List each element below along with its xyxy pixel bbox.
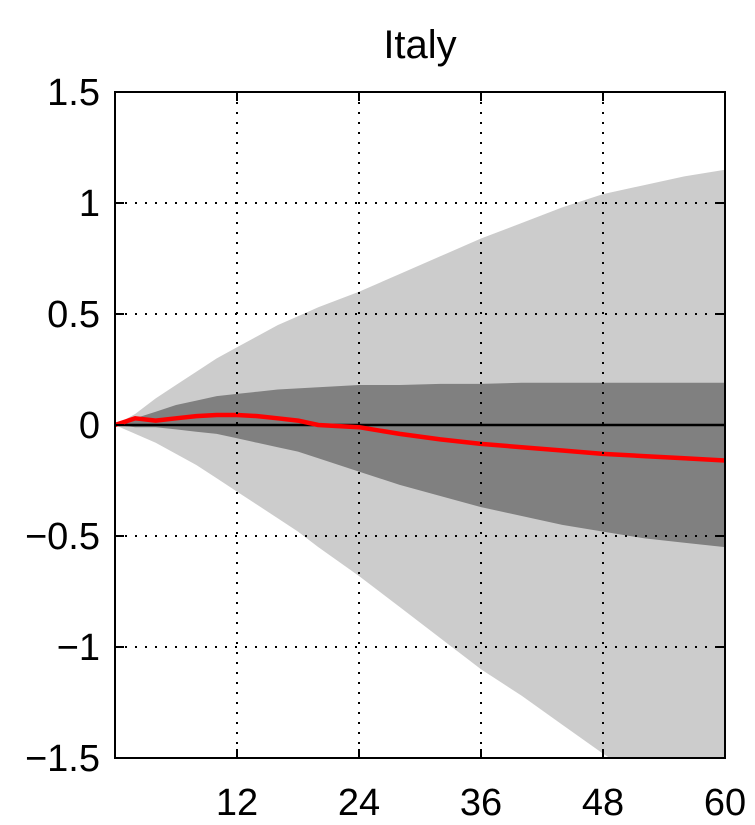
y-tick-label: −1: [57, 627, 100, 669]
chart-title: Italy: [383, 23, 456, 67]
x-tick-label: 60: [704, 782, 746, 824]
x-tick-label: 24: [338, 782, 380, 824]
x-tick-label: 48: [582, 782, 624, 824]
median-line: [115, 412, 725, 463]
y-tick-label: −1.5: [25, 738, 100, 780]
grid: [115, 92, 725, 758]
plot-area: [115, 169, 725, 758]
y-tick-label: −0.5: [25, 516, 100, 558]
y-tick-label: 0.5: [47, 294, 100, 336]
x-tick-label: 12: [216, 782, 258, 824]
y-tick-label: 1: [79, 183, 100, 225]
x-tick-label: 36: [460, 782, 502, 824]
y-tick-label: 0: [79, 405, 100, 447]
y-tick-label: 1.5: [47, 72, 100, 114]
axes: 12 24 36 48 60 1.5 1 0.5 0 −0.5 −1 −1.5: [25, 72, 746, 824]
